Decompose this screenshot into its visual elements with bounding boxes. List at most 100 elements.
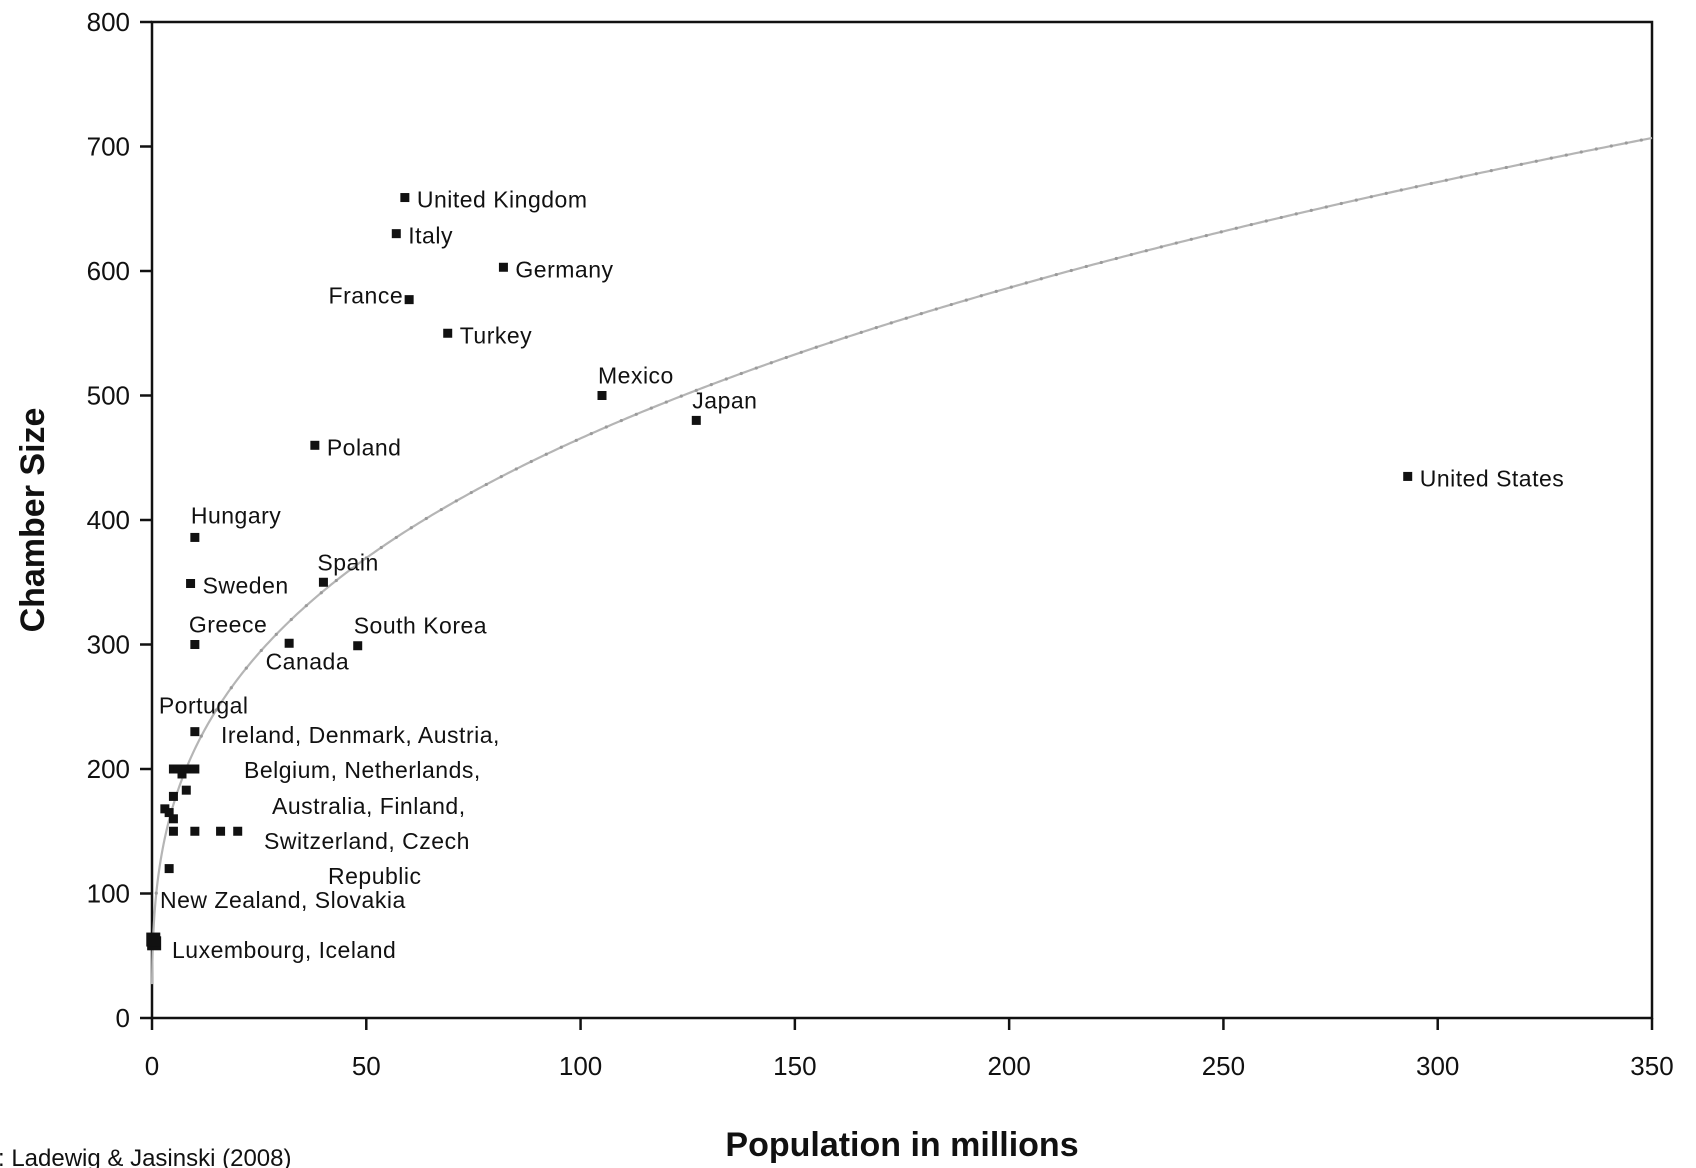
trend-curve-marker <box>1114 256 1118 261</box>
data-point <box>190 532 200 542</box>
trend-curve-marker <box>664 400 668 404</box>
trend-curve-marker <box>1549 156 1553 160</box>
y-axis-title: Chamber Size <box>14 408 52 633</box>
data-point <box>1403 471 1413 481</box>
data-point <box>164 864 174 874</box>
x-axis: 0 50 100 150 200 250 300 350 <box>145 1018 1674 1081</box>
trend-curve-marker <box>1429 181 1433 186</box>
trend-curve-marker <box>214 708 218 712</box>
trend-curve-marker <box>694 388 698 392</box>
trend-curve-marker <box>1639 138 1643 142</box>
trend-curve-marker <box>634 412 638 416</box>
data-point <box>443 328 453 338</box>
point-label: Mexico <box>598 363 674 389</box>
trend-curve-marker <box>499 474 503 479</box>
point-label: Sweden <box>203 572 289 598</box>
trend-curve-marker <box>334 578 338 583</box>
data-points <box>146 193 1413 951</box>
trend-curve-marker <box>1414 185 1418 189</box>
data-point <box>691 415 701 425</box>
trend-curve-marker <box>349 567 353 571</box>
trend-curve-marker <box>1249 222 1253 227</box>
data-point <box>310 440 320 450</box>
trend-curve-marker <box>649 406 653 410</box>
x-tick-label: 300 <box>1416 1051 1459 1081</box>
data-point <box>498 262 508 272</box>
trend-curve-marker <box>1039 277 1043 281</box>
trend-curve-marker <box>619 418 623 423</box>
trend-curve-marker <box>1624 141 1628 145</box>
trend-curve-marker <box>529 459 533 464</box>
trend-curve-marker <box>1444 178 1448 182</box>
point-label: Poland <box>327 434 402 460</box>
trend-curve-marker <box>979 294 983 298</box>
trend-curve-marker <box>469 490 473 495</box>
data-point <box>404 295 414 305</box>
data-point <box>190 764 200 774</box>
y-tick-label: 0 <box>116 1003 130 1033</box>
x-axis-title: Population in millions <box>725 1126 1078 1164</box>
trend-curve-marker <box>1204 233 1208 238</box>
trend-curve-marker <box>784 355 788 360</box>
trend-curve-marker <box>754 366 758 370</box>
trend-curve-marker <box>724 377 728 381</box>
trend-curve-marker <box>364 556 368 560</box>
point-label: Hungary <box>191 502 281 528</box>
data-point <box>181 764 191 774</box>
point-label: Portugal <box>159 693 249 719</box>
data-point <box>391 229 401 239</box>
annotation-ireland: Ireland, Denmark, Austria, <box>221 722 500 748</box>
data-point <box>168 826 178 836</box>
trend-curve-marker <box>1219 230 1223 234</box>
point-label: Japan <box>692 387 757 413</box>
trend-curve-marker <box>424 516 428 521</box>
trend-curve-marker <box>874 326 878 330</box>
trend-curve-marker <box>1264 219 1268 223</box>
point-label: United States <box>1420 465 1565 491</box>
trend-curve-marker <box>574 438 578 442</box>
trend-curve-marker <box>859 330 863 335</box>
trend-curve-marker <box>409 526 413 530</box>
y-tick-label: 800 <box>87 7 130 37</box>
trend-curve-marker <box>1579 150 1583 154</box>
point-label: Turkey <box>460 322 532 348</box>
y-tick-label: 500 <box>87 381 130 411</box>
y-tick-label: 600 <box>87 256 130 286</box>
x-tick-label: 50 <box>352 1051 381 1081</box>
data-point <box>233 826 243 836</box>
trend-curve-marker <box>1009 285 1013 289</box>
trend-curve-marker <box>1519 162 1523 166</box>
y-axis: 0 100 200 300 400 500 600 700 800 <box>87 7 152 1033</box>
x-tick-label: 150 <box>773 1051 816 1081</box>
annotation-belgium: Belgium, Netherlands, <box>244 757 481 783</box>
trend-curve-marker <box>1399 188 1403 192</box>
trend-curve-marker <box>1159 245 1163 249</box>
trend-curve-marker <box>964 298 968 302</box>
trend-curve-marker <box>1069 268 1073 273</box>
annotation-australia: Australia, Finland, <box>272 793 466 819</box>
trend-curve-marker <box>604 425 608 429</box>
data-point <box>284 638 294 648</box>
data-point <box>216 826 226 836</box>
trend-curve-marker <box>1279 215 1283 220</box>
trend-curve-marker <box>1564 153 1568 157</box>
data-point <box>168 791 178 801</box>
trend-curve-marker <box>919 311 923 316</box>
trend-curve-marker <box>814 345 818 349</box>
point-label: Italy <box>408 223 453 249</box>
y-tick-label: 300 <box>87 630 130 660</box>
point-labels: United Kingdom Italy Germany France Turkey Me… <box>159 187 1564 719</box>
data-point <box>173 764 183 774</box>
trend-curve-marker <box>1369 195 1373 199</box>
trend-curve-marker <box>1324 205 1328 209</box>
x-tick-label: 100 <box>559 1051 602 1081</box>
trend-curve-marker <box>1054 272 1058 277</box>
trend-curve-marker <box>1024 281 1028 285</box>
trend-curve-marker <box>244 666 248 670</box>
data-point <box>181 785 191 795</box>
data-point <box>177 769 187 779</box>
y-tick-label: 100 <box>87 879 130 909</box>
x-tick-label: 250 <box>1202 1051 1245 1081</box>
point-label: Canada <box>266 648 350 674</box>
